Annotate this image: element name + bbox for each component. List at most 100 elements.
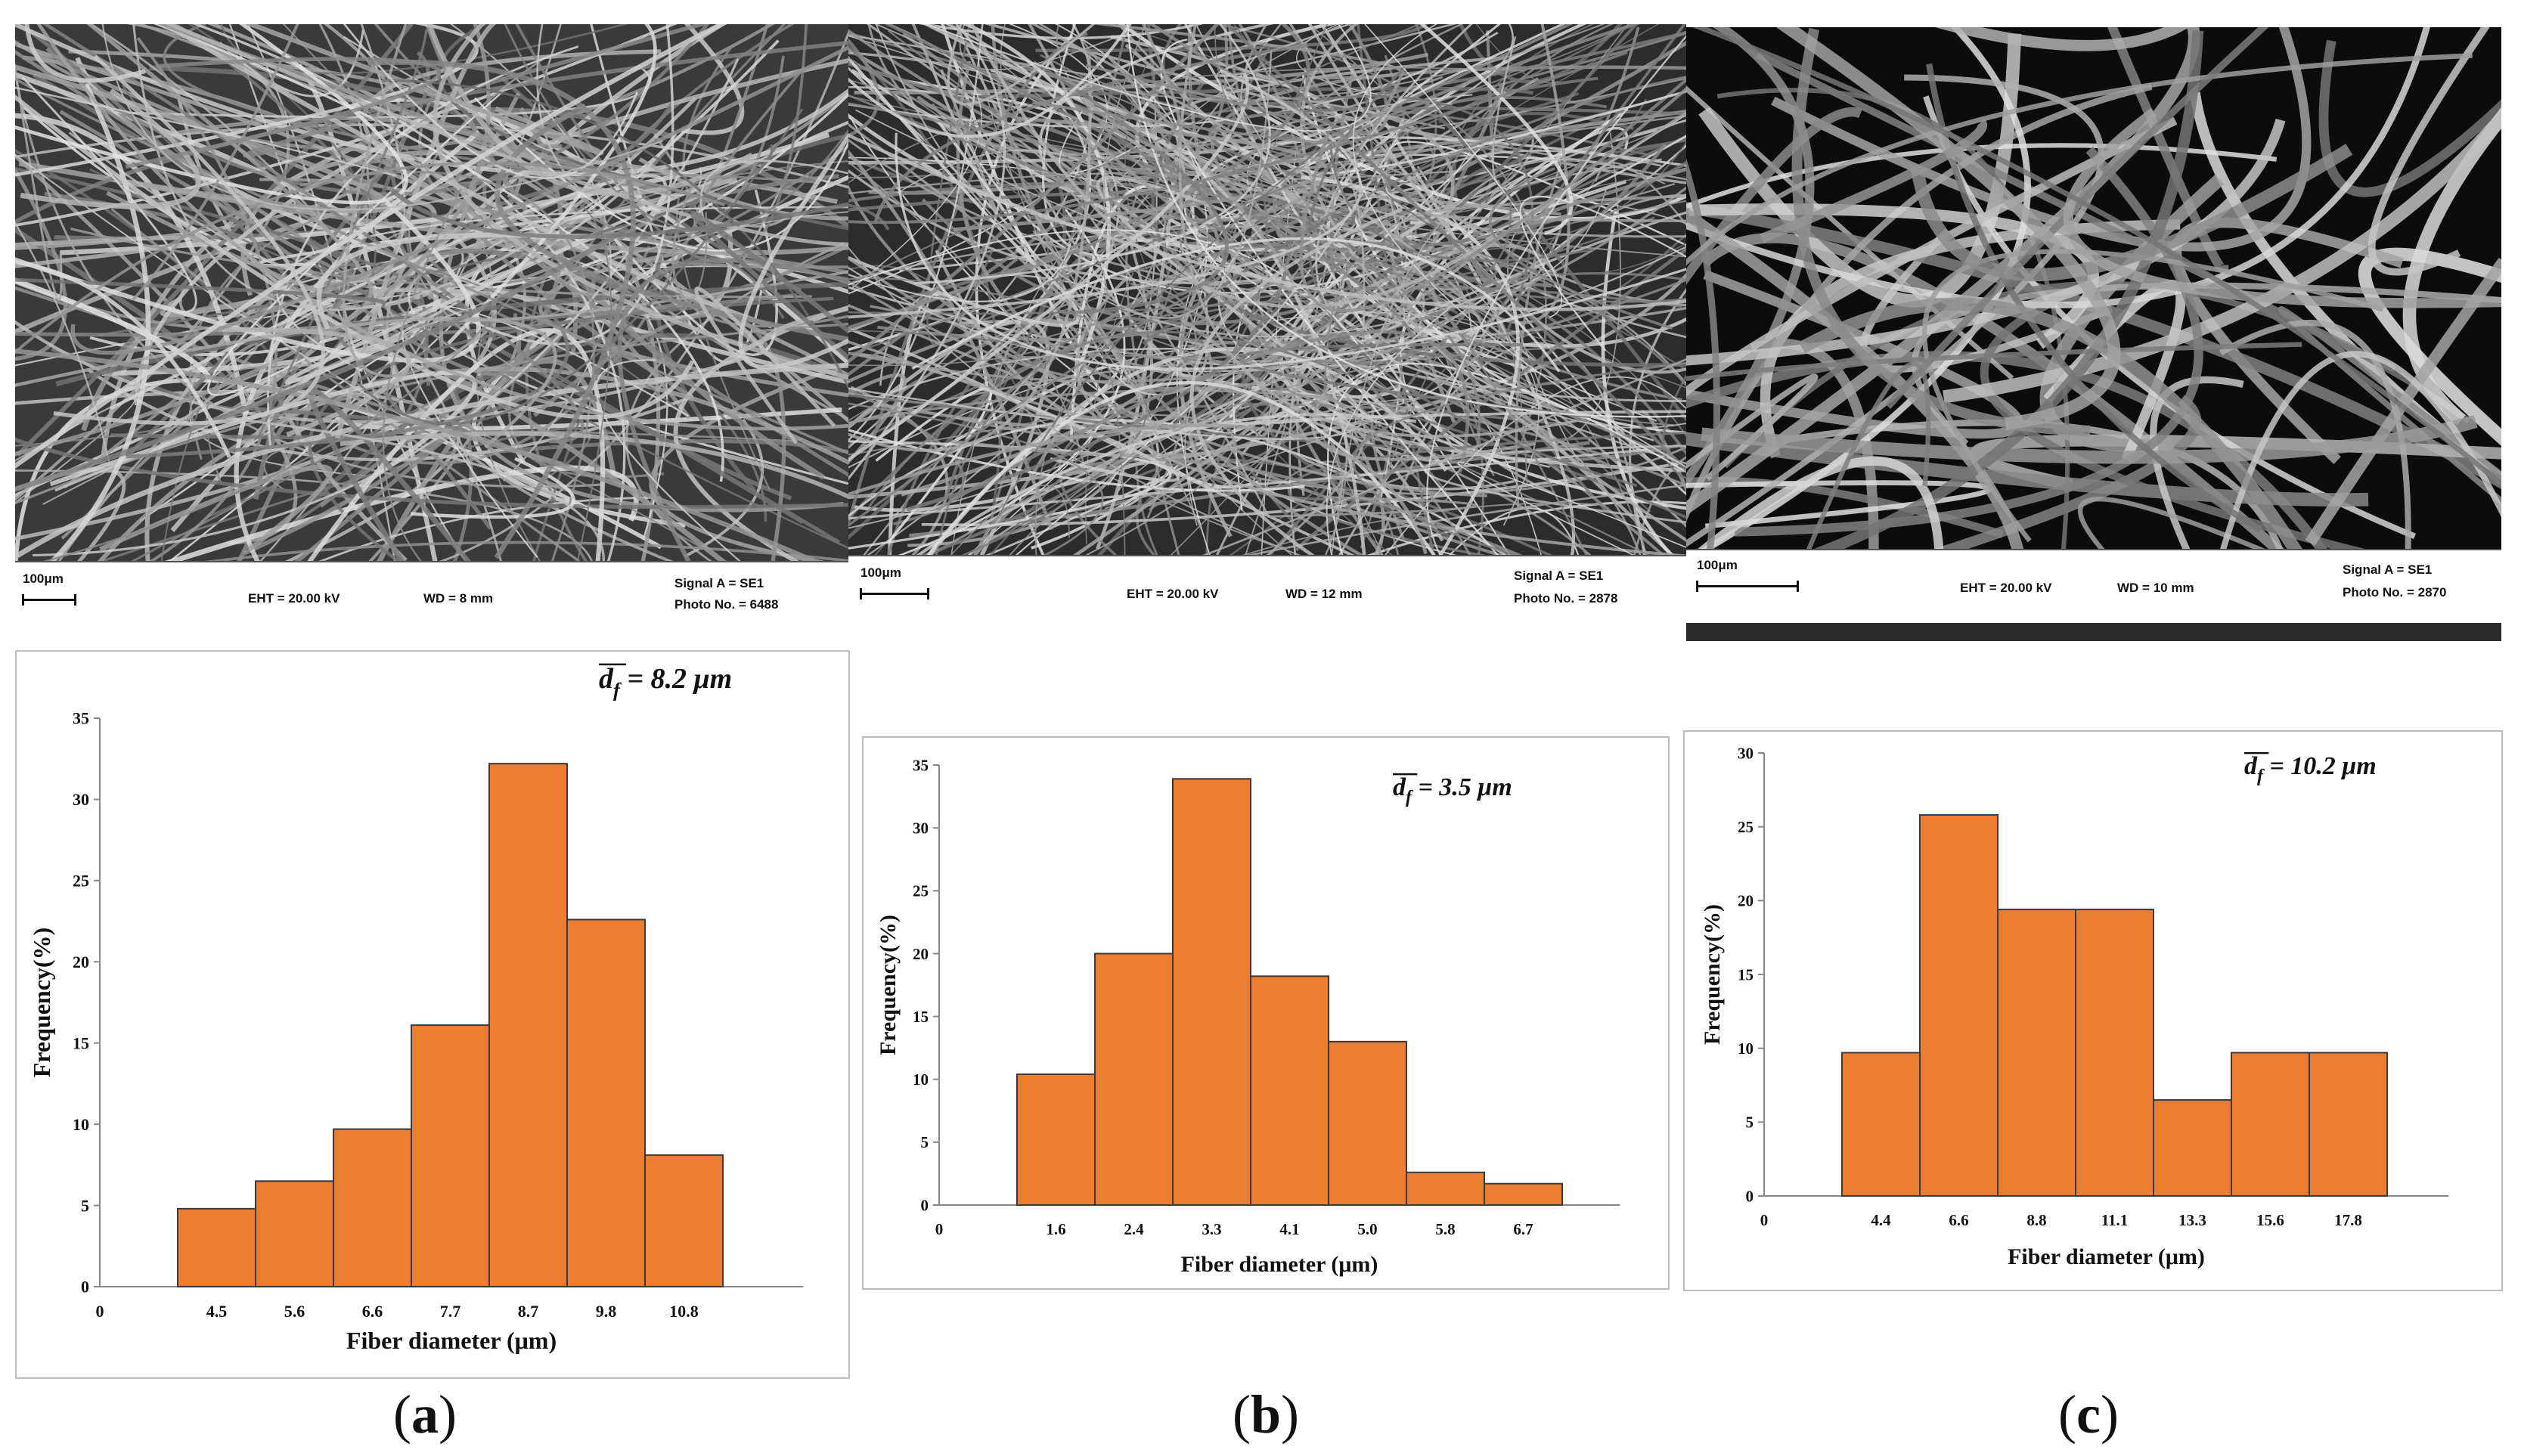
histogram-bar [2075, 909, 2154, 1197]
histogram-bar [1328, 1040, 1407, 1207]
x-tick-label: 13.3 [2178, 1211, 2206, 1229]
y-axis-label: Frequency(%) [1700, 904, 1725, 1045]
sem-info-bar: 100μm EHT = 20.00 kV WD = 12 mm Signal A… [848, 555, 1686, 637]
y-tick-label: 20 [913, 945, 929, 963]
y-tick-label: 30 [1738, 744, 1754, 762]
x-tick-label: 4.1 [1279, 1220, 1299, 1238]
y-tick-label: 5 [1746, 1114, 1754, 1132]
photo-label: Photo No. = 2878 [1514, 591, 1618, 606]
histogram-bar [177, 1207, 256, 1288]
x-tick-label: 8.7 [518, 1302, 539, 1321]
y-tick-label: 35 [73, 709, 89, 728]
x-axis-label: Fiber diameter (μm) [346, 1327, 557, 1354]
eht-label: EHT = 20.00 kV [1127, 587, 1219, 601]
panel-label-c: (c) [2058, 1384, 2119, 1445]
y-tick-label: 10 [73, 1115, 89, 1134]
histogram-bar [1406, 1171, 1485, 1206]
y-tick-label: 30 [73, 790, 89, 809]
x-tick-label: 6.6 [362, 1302, 383, 1321]
mean-diameter-label: df = 10.2 μm [2244, 752, 2377, 786]
y-tick-label: 30 [913, 819, 929, 837]
histogram-bar [1172, 778, 1251, 1206]
histogram-bar [333, 1128, 412, 1287]
x-tick-label: 15.6 [2256, 1211, 2284, 1229]
x-tick-label: 11.1 [2101, 1211, 2129, 1229]
eht-label: EHT = 20.00 kV [248, 591, 340, 606]
x-tick-label: 4.5 [206, 1302, 228, 1321]
x-tick-label: 6.6 [1949, 1211, 1968, 1229]
signal-label: Signal A = SE1 [674, 576, 764, 590]
y-tick-label: 20 [73, 953, 89, 971]
wd-label: WD = 12 mm [1285, 587, 1363, 601]
x-tick-label: 8.8 [2026, 1211, 2046, 1229]
histogram-b: 0 5 10 15 20 25 30 35 0 1.6 2.4 3.3 4.1 5.0 5.8 6.7 Fibe… [862, 736, 1670, 1290]
scale-bar [22, 594, 76, 606]
histogram-c-svg: 0 5 10 15 20 25 30 0 4.4 6.6 8.8 11.1 13.3 15.6 17.8 Fi… [1700, 744, 2448, 1269]
photo-label: Photo No. = 6488 [674, 597, 779, 612]
x-tick-label: 5.6 [284, 1302, 305, 1321]
y-tick-label: 15 [1738, 965, 1754, 984]
eht-label: EHT = 20.00 kV [1960, 581, 2052, 595]
panel-label-b: (b) [1233, 1384, 1300, 1445]
x-tick-label: 10.8 [669, 1302, 699, 1321]
mean-diameter-label: df = 3.5 μm [1393, 773, 1512, 807]
photo-label: Photo No. = 2870 [2343, 585, 2447, 599]
sem-image-a: 100μm EHT = 20.00 kV WD = 8 mm Signal A … [15, 24, 848, 637]
sem-info-bar: 100μm EHT = 20.00 kV WD = 10 mm Signal A… [1686, 549, 2501, 623]
sem-fiber-texture [1686, 27, 2501, 549]
scale-label: 100μm [1697, 558, 1738, 572]
histogram-bar [566, 919, 646, 1287]
histogram-c: 0 5 10 15 20 25 30 0 4.4 6.6 8.8 11.1 13.3 15.6 17.8 Fi… [1683, 730, 2503, 1291]
y-tick-label: 5 [921, 1133, 929, 1151]
y-tick-label: 25 [73, 872, 89, 891]
y-tick-label: 10 [1738, 1039, 1754, 1058]
y-tick-label: 0 [81, 1278, 89, 1296]
histogram-bar [1484, 1182, 1563, 1207]
x-tick-label: 3.3 [1202, 1220, 1221, 1238]
sem-fiber-texture [15, 24, 848, 562]
y-tick-label: 15 [913, 1008, 929, 1026]
histogram-bar [1919, 814, 1999, 1197]
x-tick-label: 9.8 [596, 1302, 617, 1321]
y-tick-label: 5 [81, 1196, 89, 1215]
scale-bar [860, 588, 929, 599]
x-tick-label: 5.8 [1435, 1220, 1455, 1238]
histogram-bar [1997, 909, 2076, 1197]
x-axis-label: Fiber diameter (μm) [2008, 1244, 2205, 1269]
histogram-bar [1016, 1073, 1096, 1207]
y-tick-label: 15 [73, 1033, 89, 1052]
signal-label: Signal A = SE1 [2343, 562, 2433, 577]
histogram-bar [1250, 975, 1329, 1206]
panel-label-a: (a) [393, 1384, 457, 1445]
x-tick-label: 4.4 [1871, 1211, 1891, 1229]
histogram-a-svg: 0 5 10 15 20 25 30 35 0 4.5 5.6 6.6 7.7 8.7 9.8 10.8 Fib… [28, 663, 803, 1354]
scale-label: 100μm [23, 572, 64, 586]
sem-fiber-texture [848, 24, 1686, 556]
histogram-bar [488, 763, 568, 1288]
histogram-b-svg: 0 5 10 15 20 25 30 35 0 1.6 2.4 3.3 4.1 5.0 5.8 6.7 Fibe… [876, 756, 1620, 1277]
x-tick-label: 2.4 [1124, 1220, 1144, 1238]
x-tick-label: 17.8 [2334, 1211, 2362, 1229]
x-origin-label: 0 [96, 1302, 104, 1321]
y-tick-label: 0 [921, 1196, 929, 1214]
x-axis-label: Fiber diameter (μm) [1181, 1252, 1378, 1277]
histogram-bar [2153, 1099, 2232, 1197]
sem-image-c: 100μm EHT = 20.00 kV WD = 10 mm Signal A… [1686, 27, 2501, 641]
x-origin-label: 0 [935, 1220, 944, 1238]
y-tick-label: 0 [1746, 1187, 1754, 1205]
histogram-bar [1841, 1052, 1921, 1197]
y-tick-label: 35 [913, 756, 929, 774]
sem-info-bar: 100μm EHT = 20.00 kV WD = 8 mm Signal A … [15, 561, 848, 637]
y-tick-label: 20 [1738, 892, 1754, 910]
y-axis-label: Frequency(%) [28, 928, 55, 1077]
histogram-bar [644, 1154, 724, 1287]
x-tick-label: 7.7 [440, 1302, 461, 1321]
signal-label: Signal A = SE1 [1514, 568, 1604, 583]
y-tick-label: 10 [913, 1070, 929, 1089]
wd-label: WD = 10 mm [2117, 581, 2194, 595]
x-tick-label: 5.0 [1357, 1220, 1377, 1238]
histogram-bar [1094, 953, 1174, 1206]
x-tick-label: 1.6 [1046, 1220, 1065, 1238]
histogram-bar [2309, 1052, 2388, 1197]
histogram-bar [411, 1024, 490, 1287]
